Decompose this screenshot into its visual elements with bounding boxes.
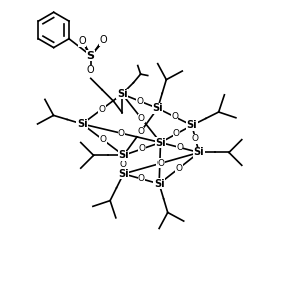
Text: Si: Si xyxy=(118,150,129,160)
Text: Si: Si xyxy=(118,169,129,179)
Text: O: O xyxy=(192,135,199,143)
Text: O: O xyxy=(138,174,145,183)
Text: O: O xyxy=(156,159,163,168)
Text: O: O xyxy=(120,160,127,169)
Text: S: S xyxy=(87,50,95,61)
Text: Si: Si xyxy=(152,103,163,113)
Text: O: O xyxy=(136,97,143,106)
Text: O: O xyxy=(120,160,127,169)
Text: Si: Si xyxy=(77,119,88,129)
Text: O: O xyxy=(138,114,145,123)
Text: O: O xyxy=(176,143,183,152)
Text: O: O xyxy=(176,164,183,173)
Text: O: O xyxy=(171,112,178,121)
Text: O: O xyxy=(137,127,144,136)
Text: O: O xyxy=(173,129,180,139)
Text: Si: Si xyxy=(155,137,166,148)
Text: O: O xyxy=(98,105,105,113)
Text: O: O xyxy=(99,135,106,144)
Text: Si: Si xyxy=(194,147,204,158)
Text: O: O xyxy=(100,35,107,46)
Text: Si: Si xyxy=(154,179,164,189)
Text: Si: Si xyxy=(117,89,127,99)
Text: O: O xyxy=(78,36,86,46)
Text: O: O xyxy=(118,129,125,138)
Text: O: O xyxy=(158,159,165,168)
Text: O: O xyxy=(139,144,146,153)
Text: Si: Si xyxy=(187,120,197,131)
Text: O: O xyxy=(87,65,95,75)
